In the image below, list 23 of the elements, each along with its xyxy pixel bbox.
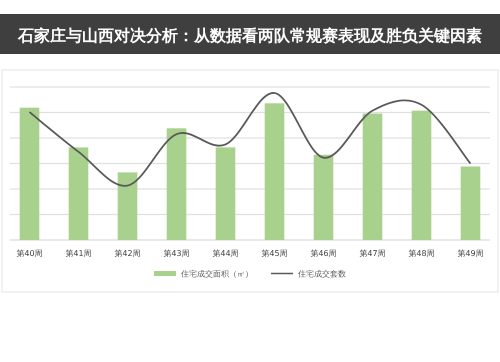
bar xyxy=(412,110,432,240)
bar xyxy=(264,103,284,240)
bar xyxy=(118,172,138,240)
legend-label: 住宅成交套数 xyxy=(298,270,346,278)
x-tick-label: 第47周 xyxy=(359,249,386,258)
bar xyxy=(166,128,186,240)
x-tick-label: 第40周 xyxy=(16,249,43,258)
x-tick-label: 第44周 xyxy=(212,249,239,258)
x-tick-label: 第45周 xyxy=(261,249,288,258)
bar xyxy=(460,166,480,240)
bar xyxy=(216,147,236,240)
bar xyxy=(68,147,88,240)
x-tick-label: 第46周 xyxy=(310,249,337,258)
bar xyxy=(20,108,40,240)
chart-title: 石家庄与山西对决分析：从数据看两队常规赛表现及胜负关键因素 xyxy=(17,26,482,45)
x-tick-label: 第41周 xyxy=(65,249,92,258)
bar xyxy=(362,114,382,240)
x-tick-label: 第42周 xyxy=(114,249,141,258)
x-tick-label: 第49周 xyxy=(457,249,484,258)
legend-label: 住宅成交面积（㎡） xyxy=(181,270,253,278)
x-tick-label: 第48周 xyxy=(408,249,435,258)
x-tick-label: 第43周 xyxy=(163,249,190,258)
bar xyxy=(314,154,334,240)
